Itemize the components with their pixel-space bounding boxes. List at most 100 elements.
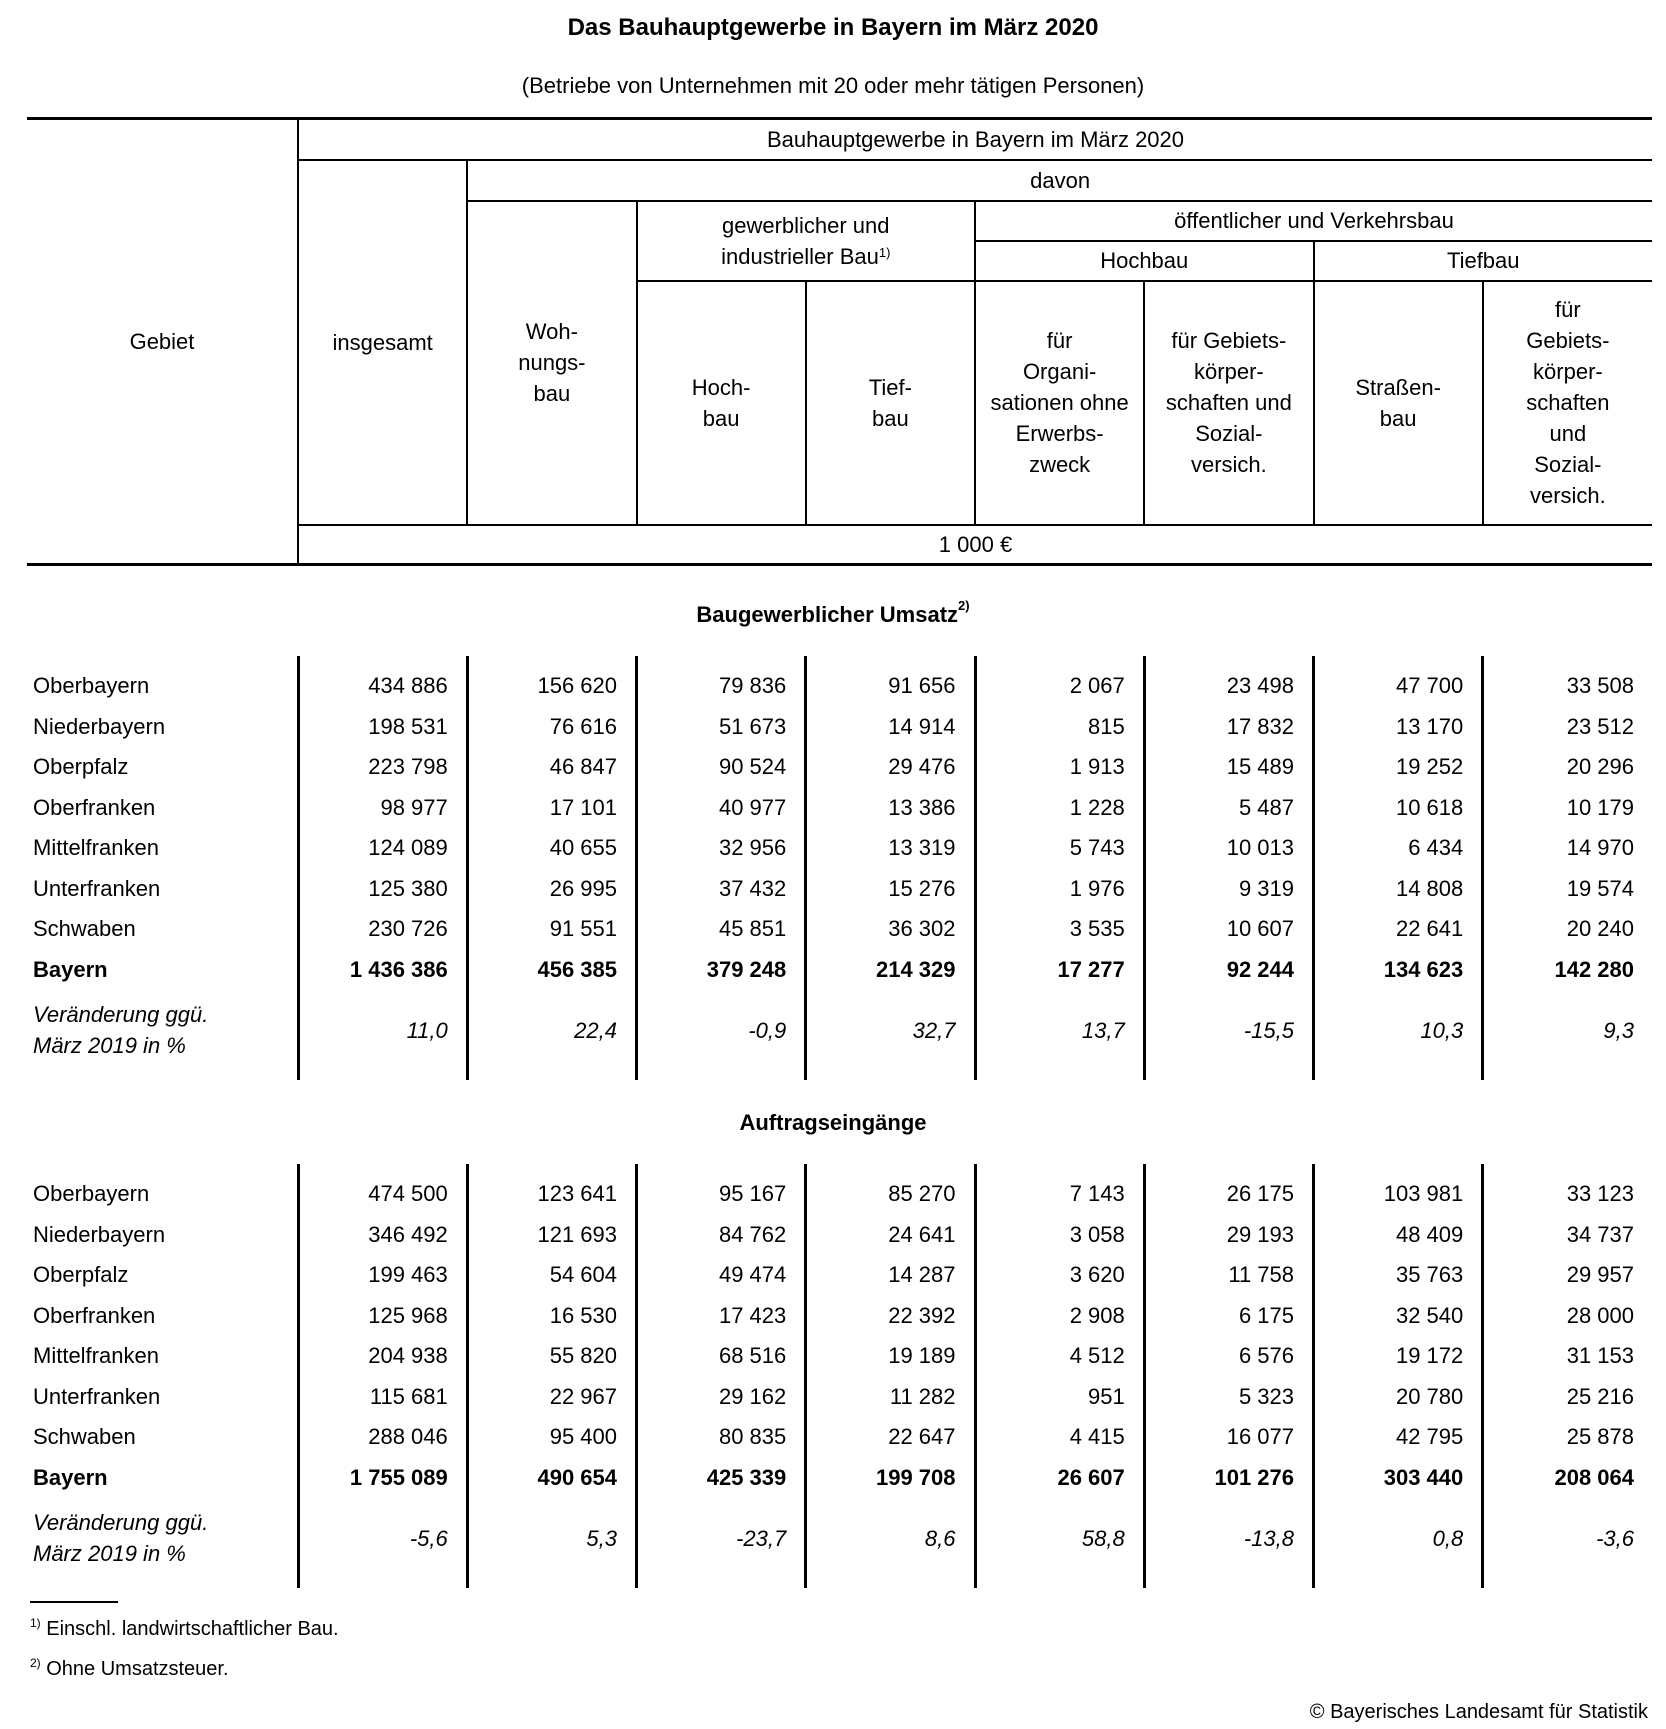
cell-value: 0,8	[1311, 1498, 1483, 1578]
footnote-2: 2) Ohne Umsatzsteuer.	[30, 1656, 229, 1681]
cell-value: 29 162	[634, 1376, 806, 1417]
cell-value: 13,7	[973, 990, 1145, 1070]
row-label: Schwaben	[33, 1424, 136, 1450]
cell-value: 5 743	[973, 828, 1145, 869]
cell-value: 22 641	[1311, 909, 1483, 950]
cell-value: 29 476	[804, 747, 975, 788]
footnote-mark: 2)	[958, 598, 970, 613]
cell-value: 26 607	[973, 1457, 1145, 1498]
cell-value: 8,6	[804, 1498, 975, 1578]
cell-value: 17 832	[1142, 706, 1314, 747]
cell-value: 101 276	[1142, 1457, 1314, 1498]
row-label: Oberfranken	[33, 794, 156, 820]
table-row: Niederbayern 198 531 76 616 51 673 14 914 815…	[27, 706, 1652, 747]
cell-value: 17 423	[634, 1295, 806, 1336]
cell-value: 5,3	[465, 1498, 637, 1578]
cell-value: 208 064	[1481, 1457, 1652, 1498]
cell-value: 15 276	[804, 868, 975, 909]
cell-value: 85 270	[804, 1174, 975, 1215]
cell-value: 98 977	[296, 787, 468, 828]
change-row: Veränderung ggü. März 2019 in % -5,6 5,3 -2…	[27, 1498, 1652, 1578]
cell-value: 19 574	[1481, 868, 1652, 909]
cell-value: 95 400	[465, 1417, 637, 1458]
cell-value: 40 655	[465, 828, 637, 869]
row-label: Mittelfranken	[33, 1343, 159, 1369]
cell-value: 22 647	[804, 1417, 975, 1458]
data-table-auftragseingaenge: Oberbayern 474 500 123 641 95 167 85 270 7 14…	[27, 1164, 1652, 1588]
cell-value: 5 487	[1142, 787, 1314, 828]
row-label: Unterfranken	[33, 875, 161, 901]
header-unit: 1 000 €	[297, 523, 1652, 566]
cell-value: 46 847	[465, 747, 637, 788]
cell-value: 55 820	[465, 1336, 637, 1377]
cell-value: 2 908	[973, 1295, 1145, 1336]
cell-value: 36 302	[804, 909, 975, 950]
row-label: Veränderung ggü. März 2019 in %	[33, 1510, 209, 1566]
cell-value: 22 392	[804, 1295, 975, 1336]
cell-value: 6 175	[1142, 1295, 1314, 1336]
cell-value: 230 726	[296, 909, 468, 950]
cell-value: 10 013	[1142, 828, 1314, 869]
cell-value: 32 540	[1311, 1295, 1483, 1336]
cell-value: 20 240	[1481, 909, 1652, 950]
footnote-divider	[30, 1601, 118, 1603]
cell-value: 23 512	[1481, 706, 1652, 747]
cell-value: 134 623	[1311, 949, 1483, 990]
cell-value: 29 957	[1481, 1255, 1652, 1296]
cell-value: 142 280	[1481, 949, 1652, 990]
cell-value: 51 673	[634, 706, 806, 747]
cell-value: 9,3	[1481, 990, 1652, 1070]
cell-value: 84 762	[634, 1214, 806, 1255]
row-label: Oberfranken	[33, 1302, 156, 1328]
data-table-umsatz: Oberbayern 434 886 156 620 79 836 91 656 2 06…	[27, 656, 1652, 1080]
cell-value: 80 835	[634, 1417, 806, 1458]
row-label: Veränderung ggü. März 2019 in %	[33, 1002, 209, 1058]
header-g-hochbau: Hoch- bau	[635, 279, 807, 526]
cell-value: 49 474	[634, 1255, 806, 1296]
header-gewerblich: gewerblicher und industrieller Bau1)	[635, 199, 976, 282]
cell-value: 10 179	[1481, 787, 1652, 828]
cell-value: 5 323	[1142, 1376, 1314, 1417]
cell-value: 20 780	[1311, 1376, 1483, 1417]
cell-value: 25 878	[1481, 1417, 1652, 1458]
table-row: Oberbayern 434 886 156 620 79 836 91 656 2 06…	[27, 666, 1652, 707]
row-label: Oberpfalz	[33, 1262, 129, 1288]
cell-value: 14 970	[1481, 828, 1652, 869]
cell-value: 15 489	[1142, 747, 1314, 788]
table-row: Niederbayern 346 492 121 693 84 762 24 641 3 …	[27, 1214, 1652, 1255]
cell-value: 103 981	[1311, 1174, 1483, 1215]
total-row: Bayern 1 755 089 490 654 425 339 199 708 26 6…	[27, 1457, 1652, 1498]
cell-value: 48 409	[1311, 1214, 1483, 1255]
cell-value: 58,8	[973, 1498, 1145, 1578]
cell-value: 91 656	[804, 666, 975, 707]
row-label: Oberbayern	[33, 1181, 150, 1207]
cell-value: 3 535	[973, 909, 1145, 950]
cell-value: 223 798	[296, 747, 468, 788]
cell-value: 45 851	[634, 909, 806, 950]
cell-value: 11 282	[804, 1376, 975, 1417]
header-oeffentlich: öffentlicher und Verkehrsbau	[974, 199, 1652, 242]
cell-value: 3 058	[973, 1214, 1145, 1255]
cell-value: -3,6	[1481, 1498, 1652, 1578]
cell-value: 16 077	[1142, 1417, 1314, 1458]
cell-value: -5,6	[296, 1498, 468, 1578]
cell-value: 90 524	[634, 747, 806, 788]
table-row: Oberpfalz 223 798 46 847 90 524 29 476 1 913 1…	[27, 747, 1652, 788]
cell-value: 199 463	[296, 1255, 468, 1296]
table-row: Unterfranken 115 681 22 967 29 162 11 282 951…	[27, 1376, 1652, 1417]
header-gebietskoerperschaften-hochbau: für Gebiets- körper- schaften und Sozial…	[1143, 279, 1315, 526]
cell-value: 14 808	[1311, 868, 1483, 909]
cell-value: 121 693	[465, 1214, 637, 1255]
cell-value: 7 143	[973, 1174, 1145, 1215]
header-hochbau: Hochbau	[974, 239, 1315, 282]
cell-value: 76 616	[465, 706, 637, 747]
cell-value: 14 287	[804, 1255, 975, 1296]
cell-value: 4 415	[973, 1417, 1145, 1458]
cell-value: 815	[973, 706, 1145, 747]
cell-value: 34 737	[1481, 1214, 1652, 1255]
cell-value: 91 551	[465, 909, 637, 950]
row-label: Oberpfalz	[33, 754, 129, 780]
cell-value: 35 763	[1311, 1255, 1483, 1296]
cell-value: 6 576	[1142, 1336, 1314, 1377]
cell-value: 92 244	[1142, 949, 1314, 990]
